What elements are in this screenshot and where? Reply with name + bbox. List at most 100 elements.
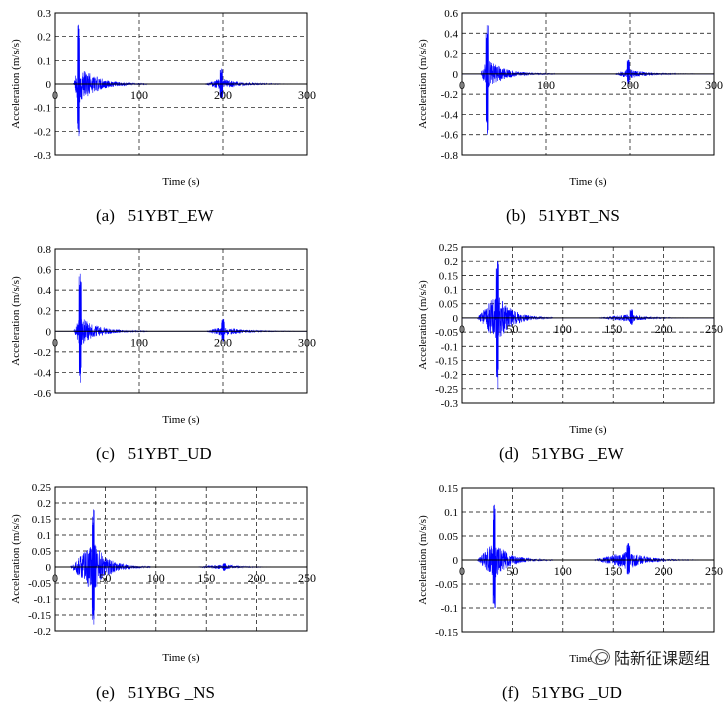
chart-panel-b: -0.8 -0.6 -0.4 -0.2 0 0.2 0.4 0.6 0 100 200 300 Time… (364, 0, 728, 235)
y-tick-label: -0.4 (34, 367, 52, 379)
caption-name: 51YBT_EW (127, 206, 214, 225)
caption-c: (c) 51YBT_UD (96, 444, 212, 464)
y-tick-label: 0.2 (444, 256, 458, 268)
y-tick-label: -0.15 (435, 355, 458, 367)
x-tick-label: 50 (506, 564, 518, 578)
wechat-icon (589, 649, 610, 665)
x-axis-title: Time (s) (569, 176, 607, 188)
caption-name: 51YBT_NS (538, 206, 620, 225)
chart-panel-e: -0.2 -0.15 -0.1 -0.05 0 0.05 0.1 0.15 0.2 0.25 0 50… (0, 470, 364, 705)
y-tick-label: -0.05 (28, 578, 51, 590)
y-tick-label: -0.2 (34, 626, 51, 638)
y-tick-label: -0.05 (435, 327, 458, 339)
y-tick-label: 0.8 (37, 244, 51, 256)
chart-panel-c: -0.6 -0.4 -0.2 0 0.2 0.4 0.6 0.8 0 100 200 300 Time … (0, 235, 364, 470)
y-tick-label: 0.15 (439, 483, 459, 495)
x-tick-label: 100 (130, 88, 148, 102)
x-tick-label: 100 (554, 564, 572, 578)
caption-e: (e) 51YBG _NS (96, 683, 215, 703)
y-tick-label: -0.4 (441, 109, 459, 121)
chart-panel-d: -0.3 -0.25 -0.2 -0.15 -0.1 -0.05 0 0.05 0.1 0.15 0… (364, 235, 728, 470)
x-tick-label: 100 (537, 78, 555, 92)
y-tick-label: -0.2 (34, 126, 51, 138)
y-tick-label: 0.2 (37, 32, 51, 44)
x-tick-label: 0 (459, 78, 465, 92)
caption-label: (f) (502, 683, 519, 702)
y-tick-label: 0.05 (439, 299, 459, 311)
y-tick-label: -0.1 (34, 594, 51, 606)
y-tick-label: 0.6 (37, 265, 51, 277)
x-tick-label: 250 (298, 571, 316, 585)
caption-label: (a) (96, 206, 115, 225)
x-axis-title: Time (s) (162, 176, 200, 188)
x-axis-title: Time (s) (162, 414, 200, 426)
y-tick-label: -0.1 (441, 603, 458, 615)
y-tick-label: 0.3 (37, 8, 51, 20)
x-tick-label: 0 (52, 88, 58, 102)
y-tick-label: -0.05 (435, 579, 458, 591)
x-tick-label: 200 (655, 322, 673, 336)
y-tick-label: 0.2 (444, 49, 458, 61)
y-axis-title: Acceleration (m/s/s) (10, 39, 22, 129)
caption-name: 51YBG _UD (531, 683, 622, 702)
x-tick-label: 200 (621, 78, 639, 92)
y-tick-label: 0 (453, 313, 459, 325)
y-tick-label: 0.05 (439, 531, 459, 543)
caption-d: (d) 51YBG _EW (499, 444, 624, 464)
caption-a: (a) 51YBT_EW (96, 206, 214, 226)
y-tick-label: 0.4 (444, 28, 458, 40)
y-tick-label: -0.15 (435, 627, 458, 639)
x-tick-label: 200 (655, 564, 673, 578)
chart-panel-f: -0.15 -0.1 -0.05 0 0.05 0.1 0.15 0 50 100 150 200 25… (364, 470, 728, 705)
y-tick-label: -0.15 (28, 610, 51, 622)
plot-area (461, 12, 715, 156)
caption-name: 51YBG _NS (127, 683, 215, 702)
y-tick-label: 0.05 (32, 546, 52, 558)
y-tick-label: 0.1 (444, 507, 458, 519)
y-tick-label: -0.2 (441, 89, 458, 101)
y-axis-title: Acceleration (m/s/s) (417, 515, 429, 605)
y-tick-label: -0.2 (441, 370, 458, 382)
y-tick-label: 0 (453, 69, 459, 81)
y-tick-label: 0 (46, 562, 52, 574)
x-tick-label: 300 (298, 335, 316, 349)
y-tick-label: 0.2 (37, 306, 51, 318)
chart-b: -0.8-0.6-0.4-0.200.20.40.60 100 200 300Time… (417, 8, 723, 188)
x-tick-label: 50 (99, 571, 111, 585)
x-tick-label: 0 (52, 571, 58, 585)
caption-f: (f) 51YBG _UD (502, 683, 622, 703)
y-tick-label: -0.1 (441, 341, 458, 353)
x-tick-label: 0 (459, 322, 465, 336)
y-tick-label: 0.6 (444, 8, 458, 20)
y-tick-label: 0.4 (37, 285, 51, 297)
y-axis-title: Acceleration (m/s/s) (417, 280, 429, 370)
y-axis-title: Acceleration (m/s/s) (10, 514, 22, 604)
x-tick-label: 50 (506, 322, 518, 336)
x-tick-label: 250 (705, 564, 723, 578)
caption-name: 51YBT_UD (127, 444, 212, 463)
caption-label: (e) (96, 683, 115, 702)
y-tick-label: -0.2 (34, 347, 51, 359)
caption-label: (c) (96, 444, 115, 463)
y-tick-label: 0.15 (439, 270, 459, 282)
y-tick-label: 0 (46, 79, 52, 91)
x-tick-label: 0 (459, 564, 465, 578)
y-tick-label: 0.1 (37, 55, 51, 67)
watermark: 陆新征课题组 (589, 645, 710, 669)
x-tick-label: 150 (604, 322, 622, 336)
y-tick-label: 0.25 (439, 242, 459, 254)
x-axis-title: Time (s) (569, 424, 607, 436)
y-tick-label: 0 (453, 555, 459, 567)
y-tick-label: 0.1 (444, 285, 458, 297)
y-tick-label: 0.2 (37, 498, 51, 510)
y-tick-label: -0.25 (435, 384, 458, 396)
caption-b: (b) 51YBT_NS (506, 206, 620, 226)
x-axis-title: Time (s) (162, 652, 200, 664)
y-tick-label: 0 (46, 326, 52, 338)
x-tick-label: 150 (197, 571, 215, 585)
x-tick-label: 200 (214, 88, 232, 102)
x-tick-label: 100 (130, 335, 148, 349)
